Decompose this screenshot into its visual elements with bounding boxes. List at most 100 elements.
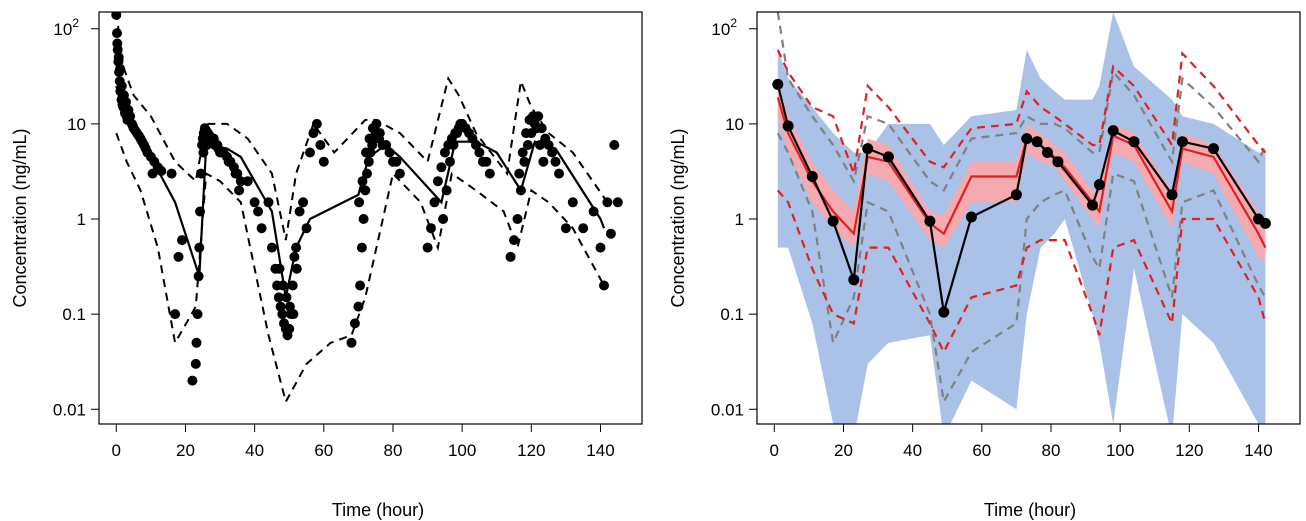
panel-1-y-tick-label: 0.1: [62, 305, 86, 324]
observed-point: [531, 123, 542, 134]
observed-point: [484, 168, 495, 179]
observed-point: [514, 168, 525, 179]
panel-2-x-tick-label: 140: [1244, 441, 1272, 460]
observed-point: [166, 168, 177, 179]
observed-point: [474, 147, 485, 158]
observed-point: [249, 197, 260, 208]
observed-median-point: [1259, 217, 1271, 229]
panel-1-x-tick-label: 140: [586, 441, 614, 460]
observed-point: [455, 118, 466, 129]
panel-1-y-tick-label: 102: [53, 16, 79, 39]
panel-2-y-tick-label: 10: [725, 115, 744, 134]
observed-median-point: [924, 215, 936, 227]
observed-point: [112, 28, 122, 39]
observed-point: [288, 309, 299, 320]
panel-2-y-tick-label: 0.1: [720, 305, 744, 324]
observed-lower-percentile-line: [776, 132, 1267, 406]
lower-percentile-line: [115, 132, 605, 405]
panel-2-plot-frame: [756, 11, 1301, 425]
panel-1-x-axis-title: Time (hour): [332, 500, 424, 520]
panel-2-x-tick-label: 100: [1106, 441, 1134, 460]
observed-point: [298, 197, 309, 208]
observed-point: [349, 318, 360, 329]
observed-point: [439, 147, 450, 158]
simulated-lower-percentile-line: [776, 189, 1267, 355]
observed-point: [481, 156, 492, 167]
observed-point: [354, 197, 365, 208]
observed-point: [177, 235, 187, 246]
observed-point: [191, 337, 202, 348]
observed-point: [115, 63, 126, 74]
observed-point: [223, 156, 234, 167]
observed-point: [394, 168, 405, 179]
observed-median-point: [1052, 156, 1064, 168]
panel-2-y-tick-label: 1: [735, 210, 744, 229]
observed-median-point: [862, 143, 874, 155]
observed-point: [429, 197, 440, 208]
observed-median-point: [1166, 189, 1178, 201]
observed-point: [194, 242, 205, 253]
observed-point: [609, 140, 620, 150]
observed-point: [318, 156, 329, 167]
panel-1-x-tick-label: 60: [314, 441, 333, 460]
observed-point: [612, 197, 623, 208]
observed-median-point: [1128, 136, 1140, 148]
observed-point: [190, 358, 201, 369]
observed-point: [315, 140, 326, 150]
panel-2-x-tick-label: 20: [834, 441, 853, 460]
observed-point: [364, 133, 375, 144]
panel-2-y-tick-label: 102: [711, 16, 737, 39]
observed-point: [605, 228, 616, 239]
observed-point: [353, 301, 364, 312]
observed-point: [538, 156, 549, 167]
panel-1-x-tick-label: 100: [448, 441, 476, 460]
observed-point: [422, 242, 433, 253]
observed-point: [235, 176, 246, 187]
panel-1-x-tick-label: 40: [245, 441, 264, 460]
observed-point: [436, 162, 447, 173]
observed-point: [192, 309, 203, 320]
panel-1-x-tick-label: 80: [384, 441, 403, 460]
observed-point: [356, 242, 367, 253]
observed-point: [170, 309, 181, 320]
observed-point: [230, 168, 241, 179]
simulated-upper-percentile-line: [776, 49, 1267, 174]
observed-point: [432, 176, 443, 187]
observed-point: [391, 156, 402, 167]
observed-median-point: [1042, 147, 1053, 158]
observed-point: [595, 242, 606, 253]
panel-2-x-tick-label: 40: [903, 441, 922, 460]
panel-2-y-axis-title: Concentration (ng/mL): [668, 128, 688, 307]
observed-point: [116, 81, 127, 91]
observed-point: [554, 168, 564, 179]
observed-point: [294, 206, 305, 217]
panel-1-y-tick-label: 0.01: [53, 400, 86, 419]
panel-2-x-tick-label: 80: [1042, 441, 1061, 460]
observed-point: [547, 147, 558, 158]
observed-point: [452, 128, 462, 139]
observed-point: [284, 323, 295, 334]
panel-1-y-axis-title: Concentration (ng/mL): [10, 128, 30, 307]
observed-point: [234, 185, 245, 196]
panel-1-plot-area: [111, 12, 623, 405]
panel-2-x-axis-title: Time (hour): [984, 500, 1076, 520]
observed-point: [284, 301, 295, 312]
observed-median-point: [1010, 189, 1022, 201]
panel-2-x-tick-label: 120: [1175, 441, 1203, 460]
observed-point: [173, 251, 184, 262]
panel-1-y-tick-label: 10: [67, 115, 86, 134]
prediction-interval-band: [777, 12, 1266, 424]
observed-median-point: [1208, 143, 1219, 155]
panel-1-y-tick-label: 1: [77, 210, 86, 229]
observed-median-point: [782, 120, 794, 132]
observed-point: [550, 156, 561, 167]
observed-point: [275, 301, 286, 312]
panel-2-x-tick-label: 60: [972, 441, 991, 460]
panel-1-x-tick-label: 20: [176, 441, 195, 460]
panel-1-plot-frame: [98, 11, 643, 425]
observed-median-point: [1087, 199, 1098, 211]
observed-median-point: [806, 171, 818, 182]
panel-2-y-tick-label: 0.01: [711, 400, 744, 419]
observed-point: [360, 185, 371, 196]
observed-point: [277, 309, 288, 320]
